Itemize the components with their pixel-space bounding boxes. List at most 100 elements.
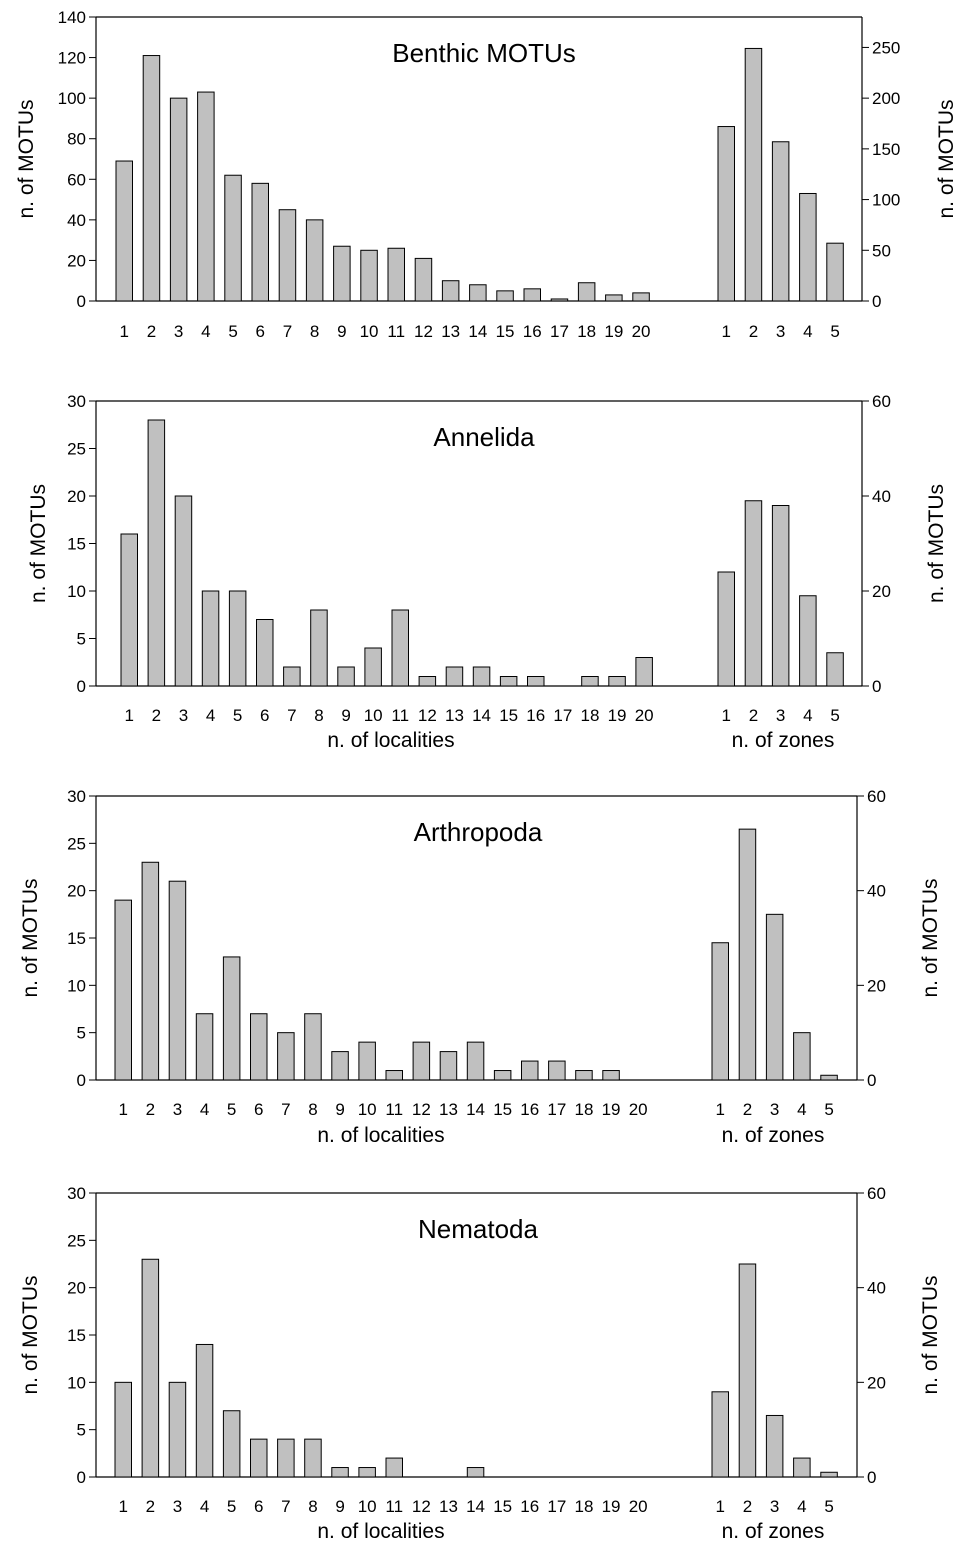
bar-zones-4 [794, 1033, 811, 1080]
x-tick-label-localities: 10 [358, 1497, 377, 1516]
bar-zones-5 [827, 243, 844, 301]
bar-localities-1 [115, 1382, 132, 1477]
bar-localities-4 [198, 92, 215, 301]
x-tick-label-localities: 3 [174, 322, 183, 341]
left-y-tick-label: 20 [67, 1279, 86, 1298]
x-axis-title-zones: n. of zones [722, 1124, 825, 1147]
x-tick-label-localities: 17 [547, 1497, 566, 1516]
x-tick-label-localities: 14 [466, 1100, 485, 1119]
left-y-tick-label: 15 [67, 929, 86, 948]
left-y-tick-label: 10 [67, 582, 86, 601]
x-tick-label-localities: 7 [281, 1100, 290, 1119]
x-tick-label-localities: 6 [254, 1497, 263, 1516]
x-tick-label-localities: 12 [418, 706, 437, 725]
left-y-tick-label: 5 [77, 1421, 86, 1440]
x-tick-label-localities: 20 [632, 322, 651, 341]
x-tick-label-localities: 8 [310, 322, 319, 341]
chart-title: Benthic MOTUs [392, 38, 576, 68]
x-tick-label-zones: 5 [830, 322, 839, 341]
right-y-tick-label: 20 [867, 1373, 886, 1392]
bar-localities-4 [202, 591, 219, 686]
x-tick-label-localities: 3 [179, 706, 188, 725]
bar-zones-1 [712, 943, 729, 1080]
bar-localities-8 [305, 1439, 322, 1477]
bar-zones-4 [800, 596, 817, 686]
x-tick-label-zones: 3 [776, 322, 785, 341]
bar-zones-1 [718, 127, 735, 301]
left-y-tick-label: 30 [67, 787, 86, 806]
left-y-tick-label: 30 [67, 392, 86, 411]
x-tick-label-localities: 9 [335, 1497, 344, 1516]
x-tick-label-localities: 15 [496, 322, 515, 341]
bar-localities-12 [415, 258, 432, 301]
right-y-tick-label: 0 [867, 1071, 876, 1090]
x-tick-label-localities: 18 [574, 1497, 593, 1516]
bar-localities-7 [278, 1439, 295, 1477]
x-tick-label-localities: 9 [341, 706, 350, 725]
x-tick-label-localities: 19 [604, 322, 623, 341]
bar-localities-7 [284, 667, 301, 686]
left-y-tick-label: 10 [67, 976, 86, 995]
bar-localities-15 [500, 677, 517, 687]
left-y-tick-label: 25 [67, 440, 86, 459]
bar-localities-19 [603, 1071, 620, 1080]
x-tick-label-localities: 17 [547, 1100, 566, 1119]
x-tick-label-zones: 4 [797, 1100, 806, 1119]
x-tick-label-zones: 2 [743, 1497, 752, 1516]
x-tick-label-zones: 1 [722, 706, 731, 725]
x-tick-label-localities: 8 [308, 1100, 317, 1119]
left-y-tick-label: 40 [67, 211, 86, 230]
bar-localities-2 [142, 862, 159, 1080]
bar-localities-13 [442, 281, 459, 301]
left-y-tick-label: 100 [58, 89, 86, 108]
x-tick-label-localities: 18 [580, 706, 599, 725]
bar-localities-20 [636, 658, 653, 687]
x-tick-label-localities: 10 [364, 706, 383, 725]
right-y-tick-label: 50 [872, 241, 891, 260]
bar-localities-11 [388, 248, 405, 301]
x-tick-label-localities: 18 [574, 1100, 593, 1119]
x-tick-label-localities: 19 [608, 706, 627, 725]
right-y-tick-label: 40 [872, 487, 891, 506]
bar-localities-4 [196, 1014, 213, 1080]
x-tick-label-zones: 1 [716, 1100, 725, 1119]
x-tick-label-localities: 12 [412, 1100, 431, 1119]
bar-localities-10 [365, 648, 382, 686]
left-y-tick-label: 60 [67, 170, 86, 189]
bar-localities-8 [305, 1014, 322, 1080]
x-tick-label-localities: 13 [439, 1100, 458, 1119]
right-y-axis-title: n. of MOTUs [919, 1275, 942, 1394]
x-tick-label-zones: 3 [770, 1497, 779, 1516]
bar-localities-11 [386, 1071, 403, 1080]
bar-localities-17 [549, 1061, 566, 1080]
bar-localities-15 [494, 1071, 511, 1080]
x-tick-label-localities: 20 [629, 1497, 648, 1516]
left-y-tick-label: 25 [67, 834, 86, 853]
x-tick-label-localities: 7 [281, 1497, 290, 1516]
x-tick-label-localities: 12 [412, 1497, 431, 1516]
right-y-tick-label: 60 [872, 392, 891, 411]
chart-title: Arthropoda [414, 817, 543, 847]
bar-localities-3 [169, 1382, 186, 1477]
right-y-axis-title: n. of MOTUs [919, 878, 942, 997]
bar-localities-6 [252, 183, 269, 301]
bar-localities-16 [524, 289, 541, 301]
x-tick-label-localities: 4 [200, 1497, 209, 1516]
x-tick-label-zones: 4 [797, 1497, 806, 1516]
x-tick-label-zones: 2 [749, 706, 758, 725]
bar-localities-14 [470, 285, 487, 301]
bar-localities-19 [609, 677, 626, 687]
right-y-tick-label: 60 [867, 1184, 886, 1203]
left-y-axis-title: n. of MOTUs [15, 99, 38, 218]
bar-localities-18 [582, 677, 599, 687]
right-y-tick-label: 200 [872, 89, 900, 108]
right-y-tick-label: 20 [872, 582, 891, 601]
bar-localities-11 [386, 1458, 403, 1477]
x-tick-label-localities: 16 [520, 1100, 539, 1119]
left-y-tick-label: 0 [77, 1468, 86, 1487]
x-tick-label-localities: 16 [523, 322, 542, 341]
